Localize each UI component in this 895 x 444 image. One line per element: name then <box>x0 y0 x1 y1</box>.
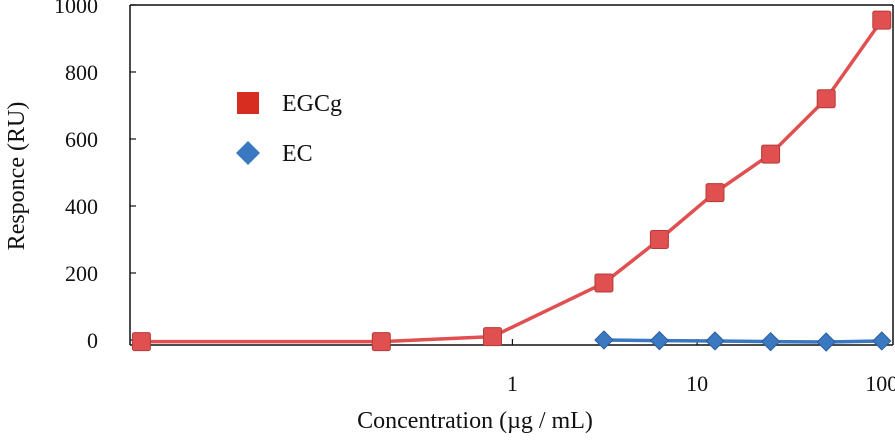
y-tick-label: 800 <box>65 60 98 85</box>
data-point-egcg <box>816 89 836 109</box>
series-line-egcg <box>141 19 884 344</box>
x-tick-label: 100 <box>865 371 895 396</box>
y-tick-label: 600 <box>65 127 98 152</box>
data-point-egcg <box>594 273 614 293</box>
data-point-ec <box>760 331 781 352</box>
legend-label-egcg: EGCg <box>282 91 342 117</box>
data-point-egcg <box>649 229 669 249</box>
x-tick-label: 1 <box>507 371 518 396</box>
series-ec <box>594 330 892 352</box>
data-point-egcg <box>705 183 725 203</box>
data-point-egcg <box>761 144 781 164</box>
series-line-ec <box>603 338 882 344</box>
plot-series <box>131 10 892 352</box>
legend-swatch-ec <box>236 141 260 165</box>
data-point-egcg <box>872 10 892 30</box>
data-point-egcg <box>482 327 502 347</box>
data-point-ec <box>705 331 725 351</box>
data-point-egcg <box>131 332 151 352</box>
data-point-ec <box>649 330 670 351</box>
y-tick-label: 1000 <box>54 0 98 18</box>
x-axis-title: Concentration (µg / mL) <box>357 408 593 434</box>
data-point-ec <box>594 330 614 350</box>
legend-label-ec: EC <box>282 141 313 167</box>
series-egcg <box>131 10 892 352</box>
y-tick-label: 200 <box>65 261 98 286</box>
data-point-ec <box>816 332 836 352</box>
data-point-egcg <box>371 332 391 352</box>
legend-swatch-egcg <box>237 92 259 114</box>
axes: 0 200 400 600 800 1000 1 10 100 <box>54 0 895 396</box>
y-tick-label: 0 <box>87 328 98 353</box>
x-tick-label: 10 <box>686 371 708 396</box>
data-point-ec <box>872 331 892 351</box>
legend: EGCg EC <box>236 91 342 167</box>
y-tick-label: 400 <box>65 194 98 219</box>
y-axis-title: Responce (RU) <box>4 102 30 251</box>
